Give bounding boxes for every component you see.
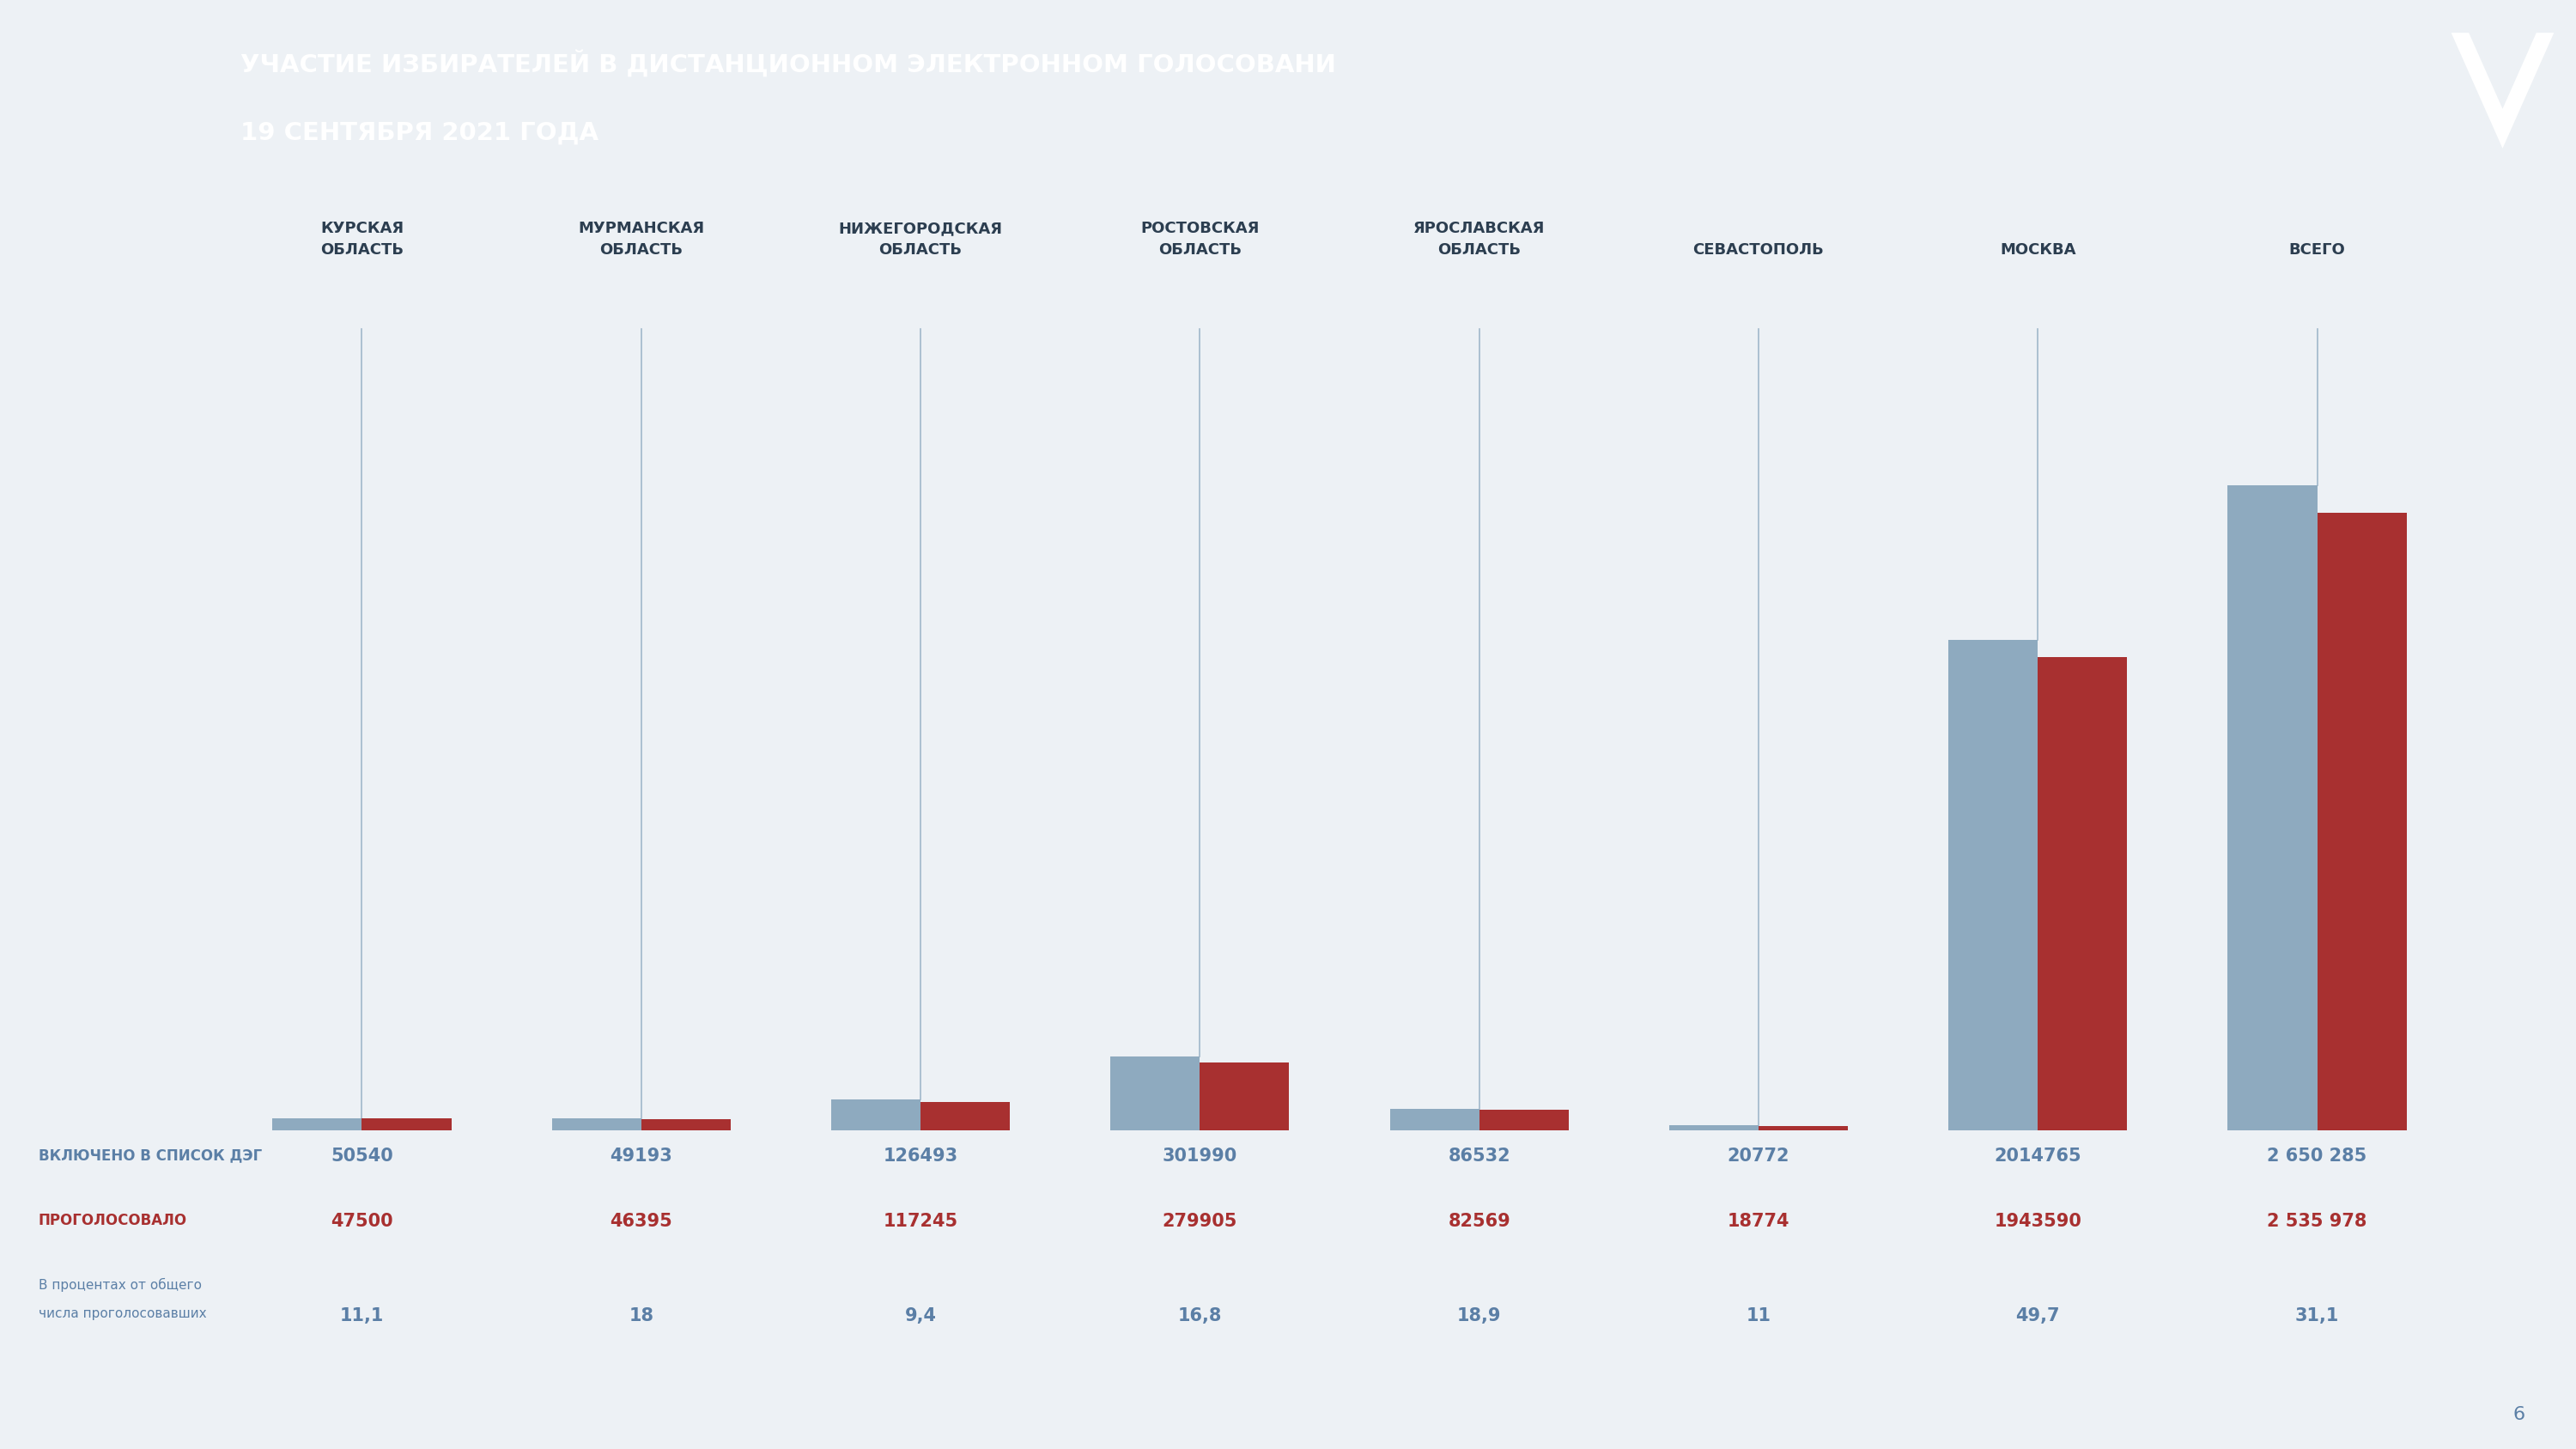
- Text: 2 535 978: 2 535 978: [2267, 1213, 2367, 1230]
- Bar: [1759, 1126, 1847, 1130]
- Text: 1943590: 1943590: [1994, 1213, 2081, 1230]
- Bar: [1110, 1056, 1200, 1130]
- Text: числа проголосовавших: числа проголосовавших: [39, 1307, 206, 1320]
- Bar: [1947, 639, 2038, 1130]
- Text: 50540: 50540: [330, 1148, 394, 1165]
- Text: 49193: 49193: [611, 1148, 672, 1165]
- Text: 82569: 82569: [1448, 1213, 1510, 1230]
- Text: КУРСКАЯ
ОБЛАСТЬ: КУРСКАЯ ОБЛАСТЬ: [319, 222, 404, 258]
- Text: ВКЛЮЧЕНО В СПИСОК ДЭГ: ВКЛЮЧЕНО В СПИСОК ДЭГ: [39, 1148, 263, 1164]
- Text: 18: 18: [629, 1307, 654, 1324]
- Text: 9,4: 9,4: [904, 1307, 938, 1324]
- Text: МУРМАНСКАЯ
ОБЛАСТЬ: МУРМАНСКАЯ ОБЛАСТЬ: [577, 222, 703, 258]
- Text: 46395: 46395: [611, 1213, 672, 1230]
- Bar: [2228, 485, 2318, 1130]
- Text: 126493: 126493: [884, 1148, 958, 1165]
- Bar: [832, 1100, 920, 1130]
- Bar: [1669, 1126, 1759, 1130]
- Text: РОСТОВСКАЯ
ОБЛАСТЬ: РОСТОВСКАЯ ОБЛАСТЬ: [1141, 222, 1260, 258]
- Text: 11: 11: [1747, 1307, 1770, 1324]
- Bar: [1479, 1110, 1569, 1130]
- Text: МОСКВА: МОСКВА: [1999, 242, 2076, 258]
- Bar: [361, 1119, 451, 1130]
- Bar: [1200, 1062, 1288, 1130]
- Text: 117245: 117245: [884, 1213, 958, 1230]
- Bar: [273, 1119, 361, 1130]
- Text: ПРОГОЛОСОВАЛО: ПРОГОЛОСОВАЛО: [39, 1213, 188, 1229]
- Text: 31,1: 31,1: [2295, 1307, 2339, 1324]
- Bar: [2318, 513, 2406, 1130]
- Text: 2014765: 2014765: [1994, 1148, 2081, 1165]
- Text: ВСЕГО: ВСЕГО: [2290, 242, 2344, 258]
- Bar: [551, 1119, 641, 1130]
- Text: 11,1: 11,1: [340, 1307, 384, 1324]
- Text: 16,8: 16,8: [1177, 1307, 1221, 1324]
- Polygon shape: [2452, 33, 2553, 148]
- Text: 301990: 301990: [1162, 1148, 1236, 1165]
- Bar: [2038, 656, 2128, 1130]
- Text: 19 СЕНТЯБРЯ 2021 ГОДА: 19 СЕНТЯБРЯ 2021 ГОДА: [240, 122, 598, 145]
- Text: В процентах от общего: В процентах от общего: [39, 1278, 201, 1293]
- Text: 18774: 18774: [1728, 1213, 1790, 1230]
- Text: 20772: 20772: [1728, 1148, 1790, 1165]
- Text: 47500: 47500: [330, 1213, 394, 1230]
- Text: 279905: 279905: [1162, 1213, 1236, 1230]
- Text: СЕВАСТОПОЛЬ: СЕВАСТОПОЛЬ: [1692, 242, 1824, 258]
- Text: ЯРОСЛАВСКАЯ
ОБЛАСТЬ: ЯРОСЛАВСКАЯ ОБЛАСТЬ: [1414, 222, 1546, 258]
- Bar: [641, 1119, 732, 1130]
- Text: 6: 6: [2514, 1406, 2524, 1423]
- Text: 18,9: 18,9: [1458, 1307, 1502, 1324]
- Text: 2 650 285: 2 650 285: [2267, 1148, 2367, 1165]
- Bar: [920, 1101, 1010, 1130]
- Text: УЧАСТИЕ ИЗБИРАТЕЛЕЙ В ДИСТАНЦИОННОМ ЭЛЕКТРОННОМ ГОЛОСОВАНИ: УЧАСТИЕ ИЗБИРАТЕЛЕЙ В ДИСТАНЦИОННОМ ЭЛЕК…: [240, 49, 1337, 77]
- Bar: [1391, 1108, 1479, 1130]
- Text: НИЖЕГОРОДСКАЯ
ОБЛАСТЬ: НИЖЕГОРОДСКАЯ ОБЛАСТЬ: [840, 222, 1002, 258]
- Text: 86532: 86532: [1448, 1148, 1510, 1165]
- Text: 49,7: 49,7: [2017, 1307, 2061, 1324]
